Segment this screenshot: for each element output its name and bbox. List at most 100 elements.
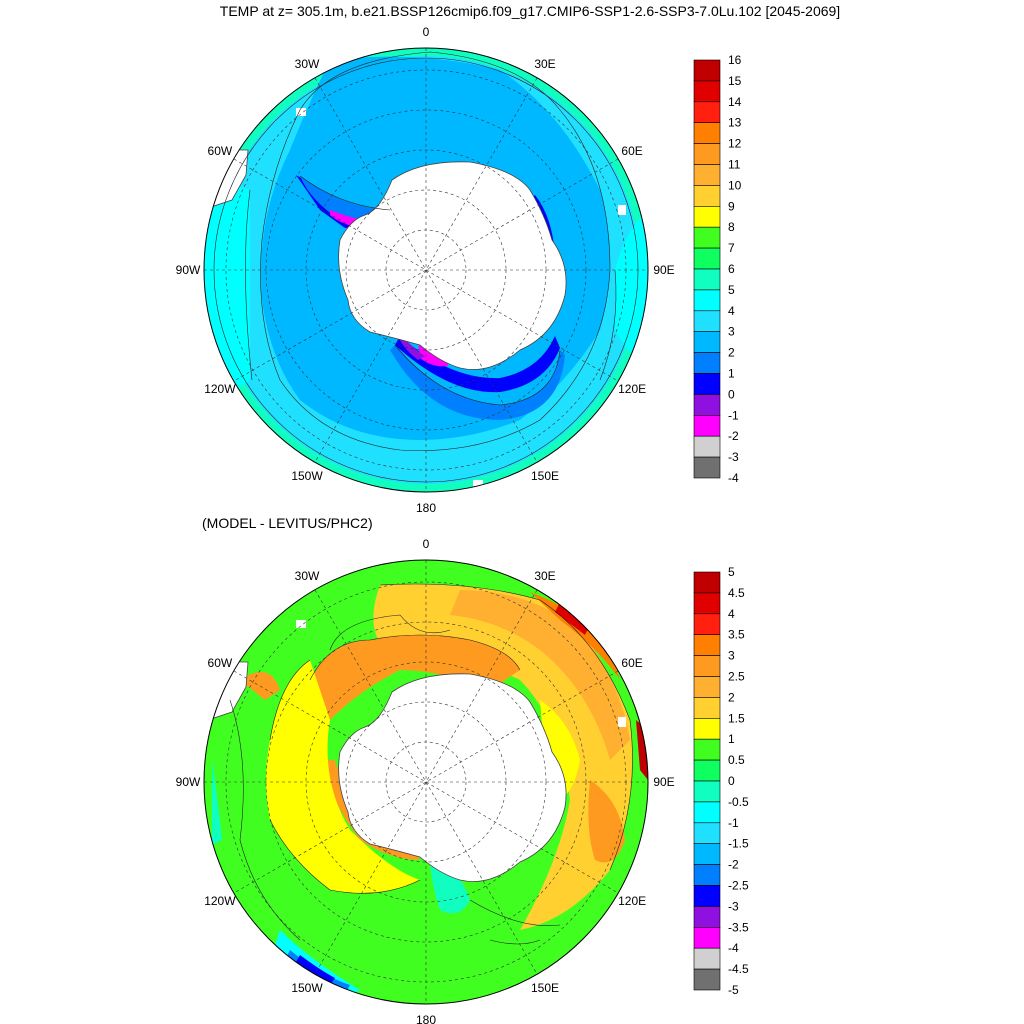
lon-label: 60E <box>621 144 642 158</box>
colorbar-tick-label: 0 <box>728 387 735 401</box>
lon-label: 180 <box>416 501 436 515</box>
colorbar-tick-label: -4 <box>728 471 739 485</box>
difference-subtitle: (MODEL - LEVITUS/PHC2) <box>202 515 373 531</box>
colorbar-tick-label: -3 <box>728 450 739 464</box>
colorbar-swatch <box>693 655 721 677</box>
colorbar-swatch <box>693 613 721 635</box>
colorbar-swatch <box>693 268 721 291</box>
colorbar-swatch <box>693 122 721 144</box>
lon-label: 90E <box>653 775 674 789</box>
colorbar-tick-label: 7 <box>728 241 735 255</box>
lon-label: 90W <box>176 775 201 789</box>
colorbar-swatch <box>693 310 721 332</box>
colorbar-tick-label: 1 <box>728 367 735 381</box>
colorbar-tick-label: 1.5 <box>728 711 745 725</box>
diff-map-border <box>203 559 649 1005</box>
colorbar-swatch <box>693 352 721 374</box>
lon-label: 0 <box>423 537 430 551</box>
diff-map <box>204 560 648 1004</box>
colorbar-tick-label: 14 <box>728 95 742 109</box>
colorbar-swatch <box>693 456 721 479</box>
colorbar-swatch <box>693 634 721 656</box>
colorbar-tick-label: 2 <box>728 690 735 704</box>
lon-label: 150W <box>291 981 323 995</box>
lon-label: 90E <box>653 263 674 277</box>
lon-label: 180 <box>416 1013 436 1024</box>
lon-label: 150E <box>531 469 559 483</box>
colorbar-swatch <box>693 80 721 103</box>
colorbar-swatch <box>693 226 721 249</box>
temp-map-border <box>203 47 649 493</box>
colorbar-swatch <box>693 373 721 395</box>
colorbar-swatch <box>693 435 721 458</box>
colorbar-tick-label: 2.5 <box>728 670 745 684</box>
lon-label: 30W <box>295 569 320 583</box>
colorbar-swatch <box>693 906 721 928</box>
lon-label: 60W <box>208 144 233 158</box>
temp-lon-labels: 0 30E 60E 90E 120E 150E 180 150W 120W 90W 60W 30W <box>176 25 675 515</box>
colorbar-tick-label: 3 <box>728 325 735 339</box>
diff-colorbar: 5 4.5 4 3.5 3 2.5 2 1.5 1 0.5 0 -0.5 -1 -1.5 -2 -2.5 -3 -… <box>693 565 749 997</box>
temp-map <box>204 48 648 492</box>
colorbar-swatch <box>693 185 721 207</box>
lon-label: 150W <box>291 469 323 483</box>
lon-label: 60W <box>208 656 233 670</box>
colorbar-tick-label: -1.5 <box>728 837 749 851</box>
colorbar-swatch <box>693 247 721 270</box>
colorbar-tick-label: 4.5 <box>728 586 745 600</box>
colorbar-tick-label: -0.5 <box>728 795 749 809</box>
colorbar-tick-label: 1 <box>728 732 735 746</box>
colorbar-tick-label: 4 <box>728 607 735 621</box>
colorbar-swatch <box>693 394 721 416</box>
colorbar-swatch <box>693 717 721 740</box>
colorbar-tick-label: 8 <box>728 220 735 234</box>
figure-title: TEMP at z= 305.1m, b.e21.BSSP126cmip6.f0… <box>219 3 841 19</box>
lon-label: 120E <box>618 894 646 908</box>
colorbar-swatch <box>693 926 721 949</box>
colorbar-tick-label: 10 <box>728 178 742 192</box>
colorbar-tick-label: 3.5 <box>728 628 745 642</box>
lon-label: 30E <box>534 569 555 583</box>
colorbar-tick-label: 11 <box>728 158 741 172</box>
colorbar-swatch <box>693 143 721 165</box>
lon-label: 30E <box>534 57 555 71</box>
colorbar-tick-label: -4.5 <box>728 962 749 976</box>
lon-label: 90W <box>176 263 201 277</box>
colorbar-tick-label: -3.5 <box>728 920 749 934</box>
colorbar-tick-label: 3 <box>728 649 735 663</box>
lon-label: 120W <box>204 894 236 908</box>
colorbar-tick-label: 0 <box>728 774 735 788</box>
colorbar-swatch <box>693 864 721 886</box>
colorbar-swatch <box>693 843 721 865</box>
colorbar-tick-label: 4 <box>728 304 735 318</box>
colorbar-swatch <box>693 676 721 698</box>
colorbar-swatch <box>693 822 721 844</box>
colorbar-tick-label: 0.5 <box>728 753 745 767</box>
colorbar-swatch <box>693 206 721 228</box>
colorbar-swatch <box>693 759 721 782</box>
colorbar-tick-label: -2 <box>728 429 739 443</box>
colorbar-tick-label: -1 <box>728 816 739 830</box>
colorbar-tick-label: -3 <box>728 899 739 913</box>
colorbar-swatch <box>693 289 721 312</box>
colorbar-swatch <box>693 592 721 615</box>
lon-label: 150E <box>531 981 559 995</box>
colorbar-swatch <box>693 947 721 970</box>
colorbar-swatch <box>693 885 721 907</box>
diff-lon-labels: 0 30E 60E 90E 120E 150E 180 150W 120W 90W 60W 30W <box>176 537 675 1024</box>
colorbar-swatch <box>693 414 721 437</box>
colorbar-tick-label: 12 <box>728 137 742 151</box>
colorbar-swatch <box>693 101 721 124</box>
colorbar-swatch <box>693 59 721 82</box>
colorbar-swatch <box>693 571 721 594</box>
colorbar-tick-label: 5 <box>728 565 735 579</box>
colorbar-tick-label: 15 <box>728 74 742 88</box>
lon-label: 120W <box>204 382 236 396</box>
colorbar-swatch <box>693 697 721 719</box>
colorbar-swatch <box>693 968 721 991</box>
colorbar-tick-label: -5 <box>728 983 739 997</box>
colorbar-tick-label: 16 <box>728 53 742 67</box>
colorbar-tick-label: -2 <box>728 858 739 872</box>
